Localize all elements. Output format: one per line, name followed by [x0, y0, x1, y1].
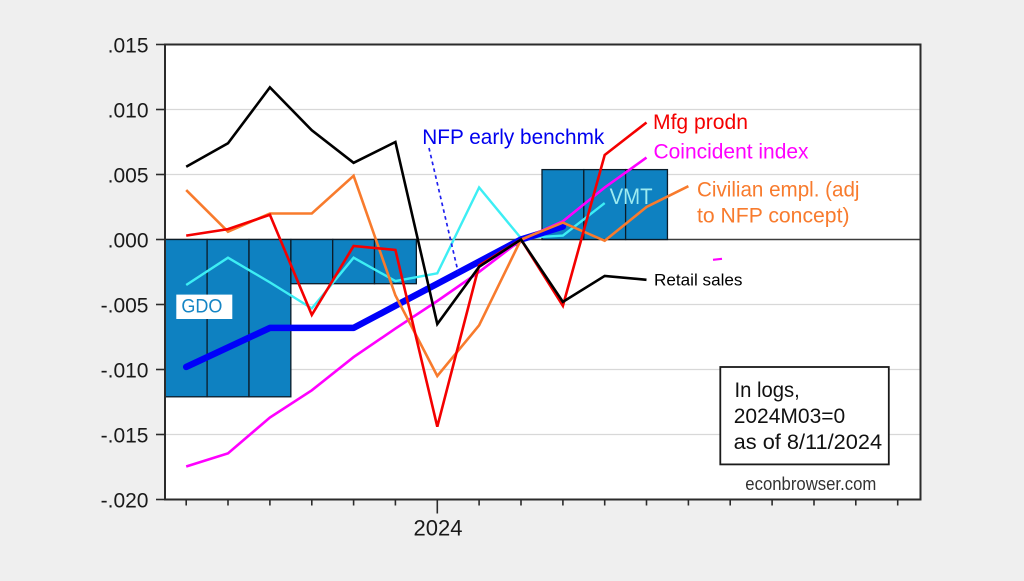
svg-text:Coincident index: Coincident index — [654, 141, 809, 164]
svg-text:.015: .015 — [108, 35, 149, 58]
svg-text:as of 8/11/2024: as of 8/11/2024 — [734, 431, 883, 454]
svg-text:-.010: -.010 — [101, 360, 149, 383]
svg-text:.005: .005 — [108, 165, 149, 188]
svg-text:-.015: -.015 — [101, 425, 149, 448]
svg-text:GDO: GDO — [181, 297, 222, 318]
svg-text:VMT: VMT — [610, 184, 653, 209]
svg-text:2024M03=0: 2024M03=0 — [734, 405, 846, 428]
svg-text:to NFP concept): to NFP concept) — [697, 204, 850, 227]
svg-text:.010: .010 — [108, 100, 149, 123]
svg-text:-.005: -.005 — [101, 295, 149, 318]
svg-text:Mfg prodn: Mfg prodn — [653, 110, 748, 134]
svg-text:.000: .000 — [108, 230, 149, 253]
svg-text:NFP early benchmk: NFP early benchmk — [422, 126, 604, 149]
svg-text:Retail sales: Retail sales — [654, 270, 743, 289]
svg-text:In logs,: In logs, — [735, 379, 800, 402]
svg-text:econbrowser.com: econbrowser.com — [745, 474, 876, 494]
svg-text:2024: 2024 — [414, 516, 463, 541]
svg-text:Civilian empl. (adj: Civilian empl. (adj — [697, 179, 860, 202]
svg-text:-.020: -.020 — [101, 490, 149, 513]
